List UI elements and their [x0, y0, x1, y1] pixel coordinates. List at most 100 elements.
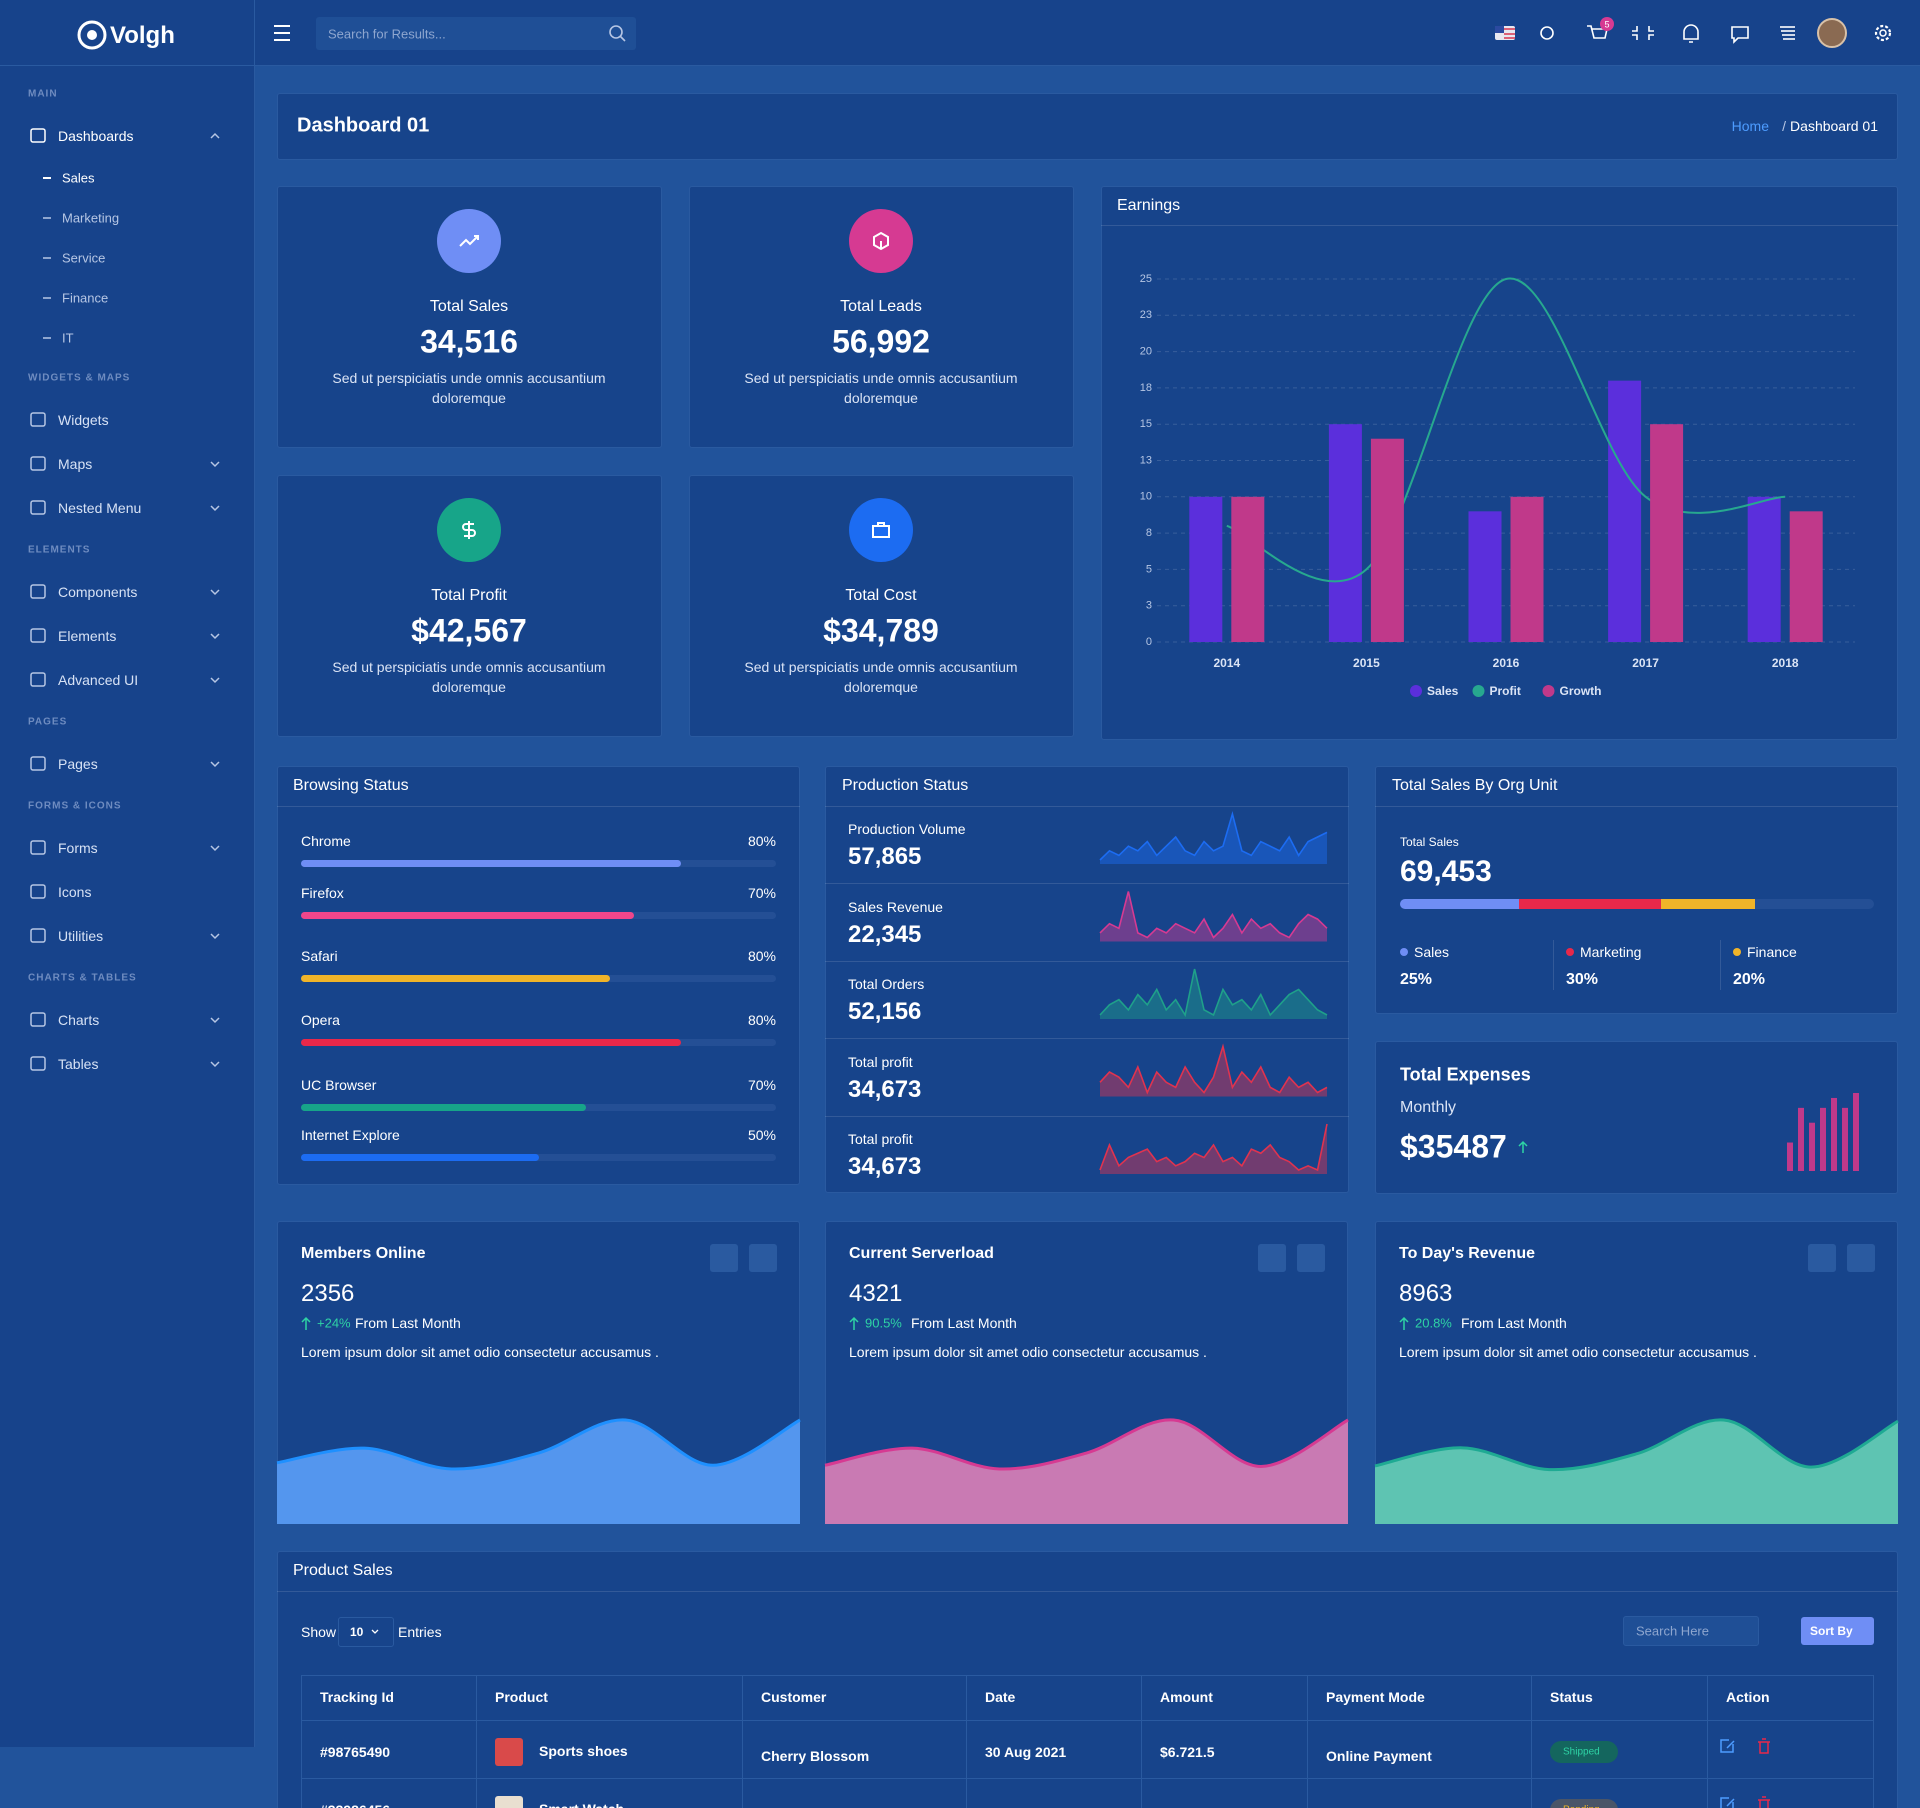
stat-label: Total Cost: [845, 587, 917, 604]
search-box[interactable]: [316, 17, 636, 50]
submenu-label[interactable]: Marketing: [62, 210, 120, 226]
metric-text: Lorem ipsum dolor sit amet odio consecte…: [301, 1344, 659, 1360]
table-col-divider: [1707, 1675, 1708, 1808]
metric-value: 2356: [301, 1280, 355, 1307]
card-title: Product Sales: [293, 1562, 393, 1579]
browser-percent: 80%: [747, 833, 776, 849]
stat-text: Sed ut perspiciatis unde omnis accusanti…: [744, 370, 1018, 406]
sidebar-item-label[interactable]: Charts: [58, 1012, 100, 1028]
status-label: Pending: [1563, 1805, 1600, 1808]
status-badge: [1550, 1799, 1618, 1808]
browser-name: Chrome: [301, 833, 351, 849]
prev-button[interactable]: [1808, 1244, 1836, 1272]
submenu-label[interactable]: IT: [62, 330, 74, 346]
sidebar-item-label[interactable]: Utilities: [58, 928, 104, 944]
card-divider: [1101, 225, 1898, 226]
progress-bar: [301, 860, 681, 867]
org-segment: [1660, 899, 1756, 909]
product-name: Sports shoes: [539, 1743, 628, 1759]
expenses-period: Monthly: [1400, 1099, 1457, 1116]
stat-value: $42,567: [411, 612, 527, 649]
org-legend-name: Sales: [1414, 944, 1450, 960]
table-search[interactable]: [1623, 1616, 1759, 1646]
submenu-label[interactable]: Sales: [62, 170, 95, 186]
sidebar-item-label[interactable]: Widgets: [58, 412, 109, 428]
sidebar-item[interactable]: [0, 998, 254, 1042]
row-divider: [825, 883, 1349, 884]
card-divider: [1375, 806, 1898, 807]
table: [301, 1675, 1874, 1808]
column-header: Amount: [1160, 1689, 1213, 1705]
product-sales-card: [277, 1551, 1898, 1808]
card-divider: [277, 1591, 1898, 1592]
browser-percent: 70%: [747, 1077, 776, 1093]
sidebar-item-label[interactable]: Nested Menu: [58, 500, 142, 516]
metric-change: 90.5%: [865, 1315, 902, 1331]
org-segment: [1518, 899, 1661, 909]
page-header: [277, 93, 1898, 160]
org-legend-name: Finance: [1747, 944, 1797, 960]
search-placeholder: Search for Results...: [328, 26, 446, 42]
next-button[interactable]: [749, 1244, 777, 1272]
earnings-card: [1101, 186, 1898, 740]
column-header: Tracking Id: [320, 1689, 394, 1705]
sort-button-label: Sort By: [1810, 1624, 1853, 1638]
sidebar-item-label[interactable]: Icons: [58, 884, 92, 900]
table-row-divider: [301, 1720, 1874, 1721]
metric-change: +24%: [317, 1315, 351, 1331]
next-button[interactable]: [1847, 1244, 1875, 1272]
sidebar-item[interactable]: [0, 614, 254, 658]
sidebar-item[interactable]: [0, 398, 254, 442]
stat-value: $34,789: [823, 612, 939, 649]
submenu-label[interactable]: Finance: [62, 290, 109, 306]
table-cell: #98765490: [320, 1744, 391, 1760]
stat-value: 56,992: [832, 323, 930, 360]
prev-button[interactable]: [1258, 1244, 1286, 1272]
production-label: Total profit: [848, 1053, 913, 1070]
org-legend-value: 20%: [1733, 971, 1766, 988]
stat-label: Total Leads: [840, 298, 922, 315]
sidebar-section-title: WIDGETS & MAPS: [28, 372, 131, 384]
page-size-select[interactable]: [338, 1617, 394, 1647]
metric-value: 8963: [1399, 1280, 1453, 1307]
prev-button[interactable]: [710, 1244, 738, 1272]
metric-change-note: From Last Month: [1461, 1315, 1567, 1331]
submenu-label[interactable]: Service: [62, 250, 106, 266]
table-col-divider: [1141, 1675, 1142, 1808]
sidebar-item[interactable]: [0, 742, 254, 786]
org-segment: [1400, 899, 1519, 909]
metric-change: 20.8%: [1415, 1315, 1452, 1331]
sidebar-section-title: MAIN: [28, 88, 58, 100]
sidebar-brand-bar: [0, 0, 255, 66]
stat-card: [689, 475, 1074, 737]
sidebar-item-label[interactable]: Dashboards: [58, 128, 134, 144]
sidebar-item-label[interactable]: Pages: [58, 756, 98, 772]
sidebar-item[interactable]: [0, 914, 254, 958]
metric-change-note: From Last Month: [355, 1315, 461, 1331]
progress-track: [301, 1154, 776, 1161]
sort-button[interactable]: [1801, 1617, 1874, 1645]
stat-card: [277, 475, 662, 737]
sidebar-item-label[interactable]: Maps: [58, 456, 93, 472]
card-title: Total Sales By Org Unit: [1392, 777, 1558, 794]
sidebar-item-label[interactable]: Tables: [58, 1056, 99, 1072]
sidebar-item[interactable]: [0, 1042, 254, 1086]
browser-percent: 80%: [747, 948, 776, 964]
sidebar-item[interactable]: [0, 870, 254, 914]
browser-percent: 50%: [747, 1127, 776, 1143]
sidebar-item[interactable]: [0, 442, 254, 486]
production-label: Production Volume: [848, 821, 966, 837]
org-label: Total Sales: [1400, 835, 1459, 849]
browser-percent: 80%: [747, 1012, 776, 1028]
stat-text: Sed ut perspiciatis unde omnis accusanti…: [332, 659, 606, 695]
sidebar-item-label[interactable]: Forms: [58, 840, 98, 856]
sidebar-item-label[interactable]: Components: [58, 584, 138, 600]
next-button[interactable]: [1297, 1244, 1325, 1272]
sidebar-item[interactable]: [0, 826, 254, 870]
card-title: Production Status: [842, 777, 969, 794]
sidebar-item-label[interactable]: Elements: [58, 628, 117, 644]
metric-text: Lorem ipsum dolor sit amet odio consecte…: [1399, 1344, 1757, 1360]
stat-text: Sed ut perspiciatis unde omnis accusanti…: [332, 370, 606, 406]
sidebar-item-label[interactable]: Advanced UI: [58, 672, 139, 688]
metric-text: Lorem ipsum dolor sit amet odio consecte…: [849, 1344, 1207, 1360]
